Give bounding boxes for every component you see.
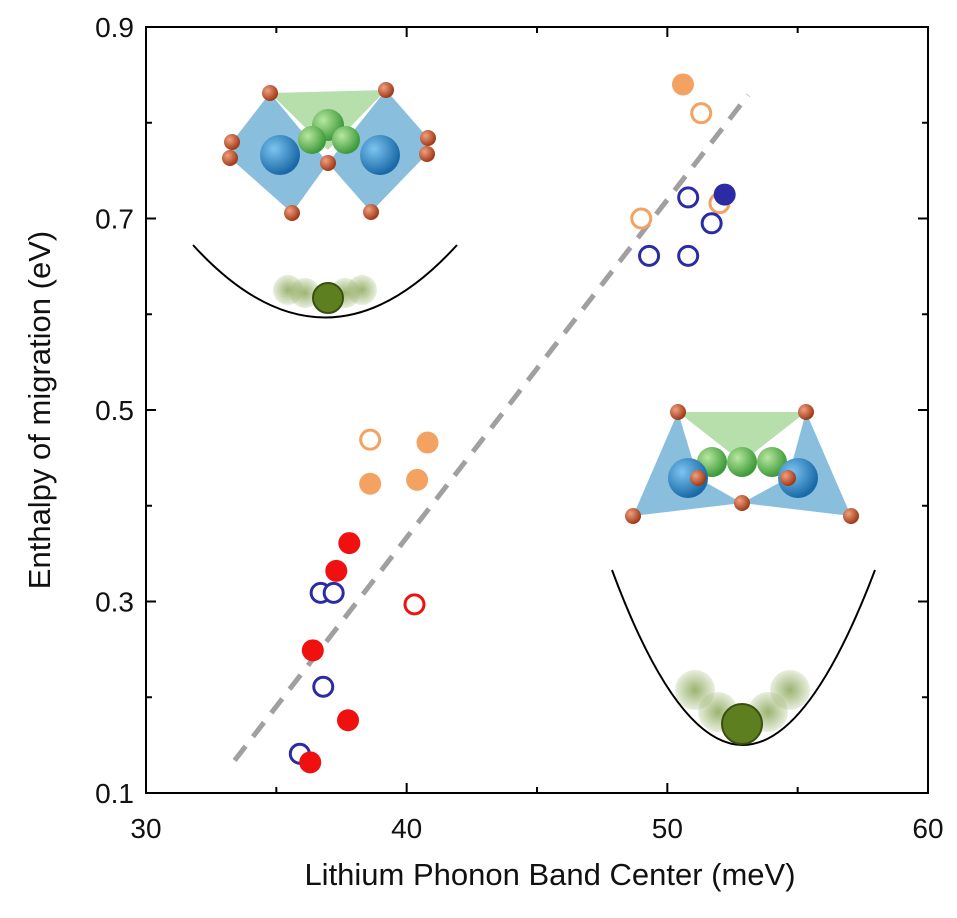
y-tick-label: 0.9 [95,12,134,43]
y-tick-label: 0.1 [95,778,134,809]
inset-structure-bottom [611,404,876,746]
x-tick-label: 40 [391,813,422,844]
x-tick-label: 60 [912,813,943,844]
data-point [638,244,661,267]
data-point [359,472,382,495]
y-axis-label: Enthalpy of migration (eV) [22,231,57,589]
data-point [322,581,345,604]
data-point [677,244,700,267]
data-point [403,593,426,616]
x-axis-label: Lithium Phonon Band Center (meV) [304,857,795,892]
data-point [677,186,700,209]
data-point [713,183,736,206]
data-point [312,675,335,698]
inset-structure-top [192,82,458,319]
x-tick-label: 50 [652,813,683,844]
data-point [325,559,348,582]
data-point [406,468,429,491]
data-point [630,207,653,230]
data-point [301,639,324,662]
y-tick-label: 0.7 [95,204,134,235]
data-point [338,532,361,555]
data-point [359,428,382,451]
data-point [690,102,713,125]
data-point [700,212,723,235]
x-tick-label: 30 [130,813,161,844]
data-point [671,73,694,96]
y-tick-label: 0.3 [95,587,134,618]
trend-line [232,93,751,762]
data-point [337,709,360,732]
data-point [416,431,439,454]
data-point [299,751,322,774]
y-tick-label: 0.5 [95,395,134,426]
